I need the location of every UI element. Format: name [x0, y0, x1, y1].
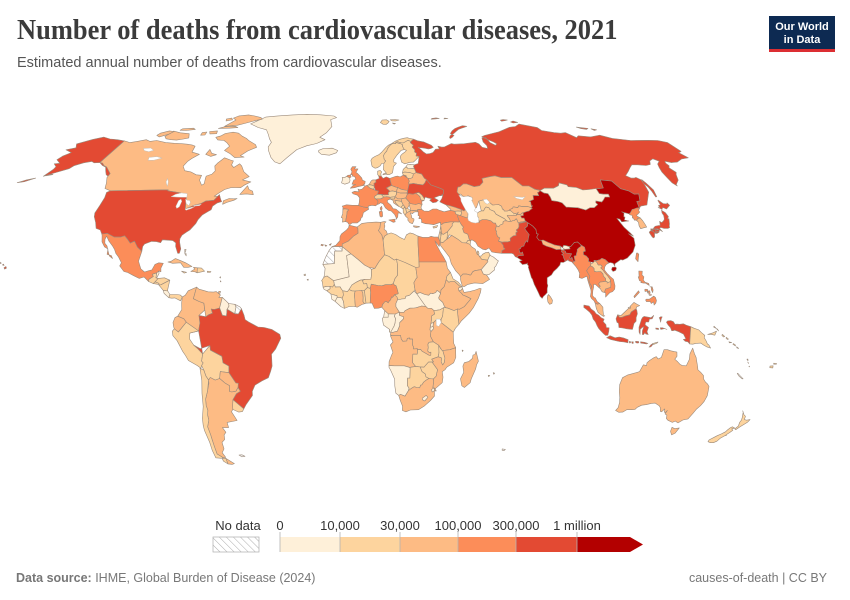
svg-text:No data: No data	[215, 518, 261, 533]
svg-text:10,000: 10,000	[320, 518, 360, 533]
svg-text:1 million: 1 million	[553, 518, 601, 533]
svg-text:30,000: 30,000	[380, 518, 420, 533]
svg-text:300,000: 300,000	[493, 518, 540, 533]
svg-text:100,000: 100,000	[435, 518, 482, 533]
svg-text:0: 0	[276, 518, 283, 533]
